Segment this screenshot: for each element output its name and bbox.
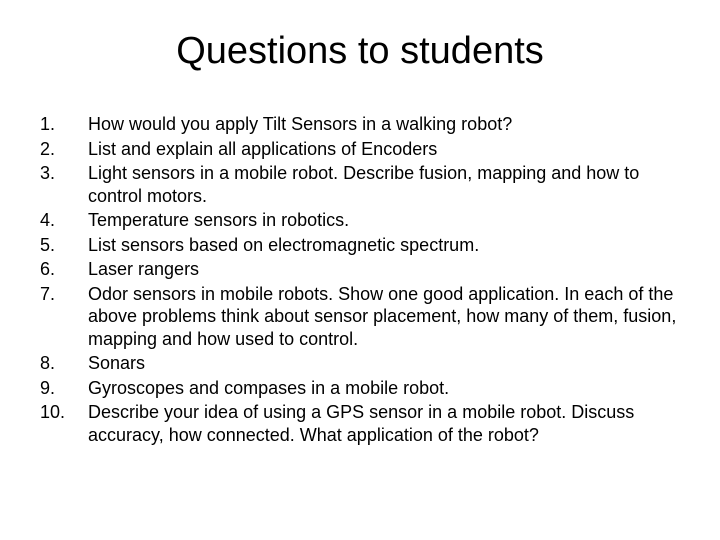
item-number: 6. — [40, 258, 88, 281]
slide: Questions to students 1. How would you a… — [0, 0, 720, 540]
item-number: 4. — [40, 209, 88, 232]
list-item: 8. Sonars — [40, 352, 680, 375]
list-item: 6. Laser rangers — [40, 258, 680, 281]
list-item: 4. Temperature sensors in robotics. — [40, 209, 680, 232]
item-number: 9. — [40, 377, 88, 400]
list-item: 7. Odor sensors in mobile robots. Show o… — [40, 283, 680, 351]
list-item: 3. Light sensors in a mobile robot. Desc… — [40, 162, 680, 207]
item-number: 7. — [40, 283, 88, 306]
list-item: 9. Gyroscopes and compases in a mobile r… — [40, 377, 680, 400]
item-text: Gyroscopes and compases in a mobile robo… — [88, 377, 680, 400]
list-item: 2. List and explain all applications of … — [40, 138, 680, 161]
list-item: 5. List sensors based on electromagnetic… — [40, 234, 680, 257]
item-text: Temperature sensors in robotics. — [88, 209, 680, 232]
item-text: Sonars — [88, 352, 680, 375]
item-number: 3. — [40, 162, 88, 185]
item-number: 5. — [40, 234, 88, 257]
item-number: 8. — [40, 352, 88, 375]
item-text: List and explain all applications of Enc… — [88, 138, 680, 161]
slide-title: Questions to students — [40, 30, 680, 73]
item-text: Light sensors in a mobile robot. Describ… — [88, 162, 680, 207]
item-number: 10. — [40, 401, 88, 424]
item-text: Describe your idea of using a GPS sensor… — [88, 401, 680, 446]
list-item: 10. Describe your idea of using a GPS se… — [40, 401, 680, 446]
list-item: 1. How would you apply Tilt Sensors in a… — [40, 113, 680, 136]
item-text: How would you apply Tilt Sensors in a wa… — [88, 113, 680, 136]
item-text: List sensors based on electromagnetic sp… — [88, 234, 680, 257]
item-number: 1. — [40, 113, 88, 136]
question-list: 1. How would you apply Tilt Sensors in a… — [40, 113, 680, 446]
item-number: 2. — [40, 138, 88, 161]
item-text: Laser rangers — [88, 258, 680, 281]
item-text: Odor sensors in mobile robots. Show one … — [88, 283, 680, 351]
